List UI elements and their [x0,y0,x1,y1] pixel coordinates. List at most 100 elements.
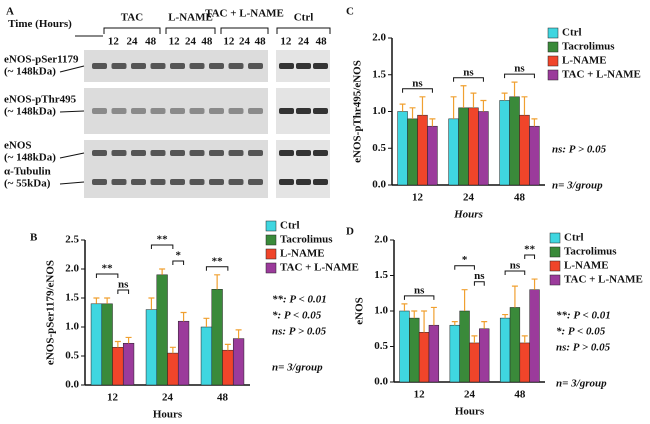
x-tick-label: 12 [107,392,119,404]
error-bar [502,313,509,319]
error-bar [125,336,132,344]
legend-label: L-NAME [564,260,609,272]
error-bar [461,289,468,311]
y-tick-label: 0.5 [374,340,388,352]
legend-label: Ctrl [564,232,584,244]
blot-band [92,179,107,185]
legend-swatch [549,260,561,272]
lane-label: 12 [108,36,120,48]
time-label-text: Time (Hours) [8,18,72,30]
lane-label: 48 [255,36,267,48]
y-axis-label: eNOS [354,297,366,325]
error-bar [159,268,166,275]
error-bar [470,92,477,108]
legend-swatch [547,27,559,39]
group-bracket [276,27,331,34]
bar [101,303,113,386]
error-bar [235,329,242,339]
blot-band [189,150,205,156]
bar [156,274,168,386]
x-tick-label: 24 [162,392,174,404]
y-tick-label: 1.5 [374,269,388,281]
x-tick-label: 24 [464,389,476,401]
error-bar [411,310,418,319]
x-tick-label: 12 [412,192,424,204]
legend-label: L-NAME [562,55,607,67]
significance-bracket [453,77,484,82]
bar [478,111,489,186]
blot-band [111,150,127,156]
row-label: α-Tubulin [4,166,51,178]
bar [459,310,470,383]
blot-band [111,179,127,185]
blot-band [209,63,224,69]
blot-band [170,63,185,69]
error-bar [148,297,155,310]
y-tick-label: 1.5 [65,292,79,304]
row-label: eNOS-pSer1179 [4,54,79,66]
bar [417,114,428,186]
y-tick-label: 0.5 [65,350,79,362]
blot-band [189,179,205,185]
row-arrow [59,110,85,113]
bar [418,332,430,383]
y-tick-label: 2.0 [372,32,386,44]
blot-band [279,179,294,185]
blot-band [209,150,224,156]
row-arrow [59,181,85,185]
error-bar [93,297,100,304]
significance-bracket [403,295,435,300]
bar [519,342,530,383]
error-bar [399,103,406,112]
stat-note: *: P < 0.05 [556,326,606,338]
stat-note: n= 3/group [552,180,603,192]
legend-swatch [549,274,561,286]
legend-label: L-NAME [280,248,325,260]
significance-label: ns [510,260,521,272]
legend-swatch [265,234,277,246]
error-bar [471,335,478,343]
stat-note: *: P < 0.05 [272,310,322,322]
error-bar [511,285,518,308]
significance-bracket [95,273,119,278]
error-bar [521,335,528,343]
x-tick-label: 24 [463,192,475,204]
lane-label: 12 [280,36,292,48]
significance-label: ns [474,270,485,282]
significance-bracket [150,244,174,249]
bar [448,118,459,186]
legend-label: TAC + L-NAME [562,69,641,81]
y-tick-label: 1.0 [65,321,79,333]
blot-band [279,150,294,156]
blot-band [248,150,263,156]
blot-band [131,108,146,114]
legend-label: TAC + L-NAME [564,274,643,286]
error-bar [421,310,428,333]
significance-label: ns [463,66,474,78]
bar [468,107,479,186]
error-bar [460,85,467,108]
bar [449,324,460,383]
group-bracket [220,27,269,34]
legend-label: Ctrl [562,27,582,39]
significance-bracket [524,254,536,260]
legend-swatch [265,248,277,260]
x-axis-label: Hours [453,209,483,221]
panel-letter: C [346,6,354,18]
legend-label: Ctrl [280,220,300,232]
blot-band [150,63,166,69]
blot-band [189,63,205,69]
blot-band [248,108,263,114]
significance-bracket [454,265,475,270]
significance-label: ns [414,284,425,296]
bar [222,349,234,386]
bar [112,347,124,386]
significance-label: ns [514,63,525,75]
bar [519,114,530,186]
bar [499,317,511,383]
blot-band [111,108,127,114]
bar [90,303,103,386]
y-tick-label: 1.0 [374,305,388,317]
blot-band [248,179,263,185]
stat-note: n= 3/group [556,378,607,390]
